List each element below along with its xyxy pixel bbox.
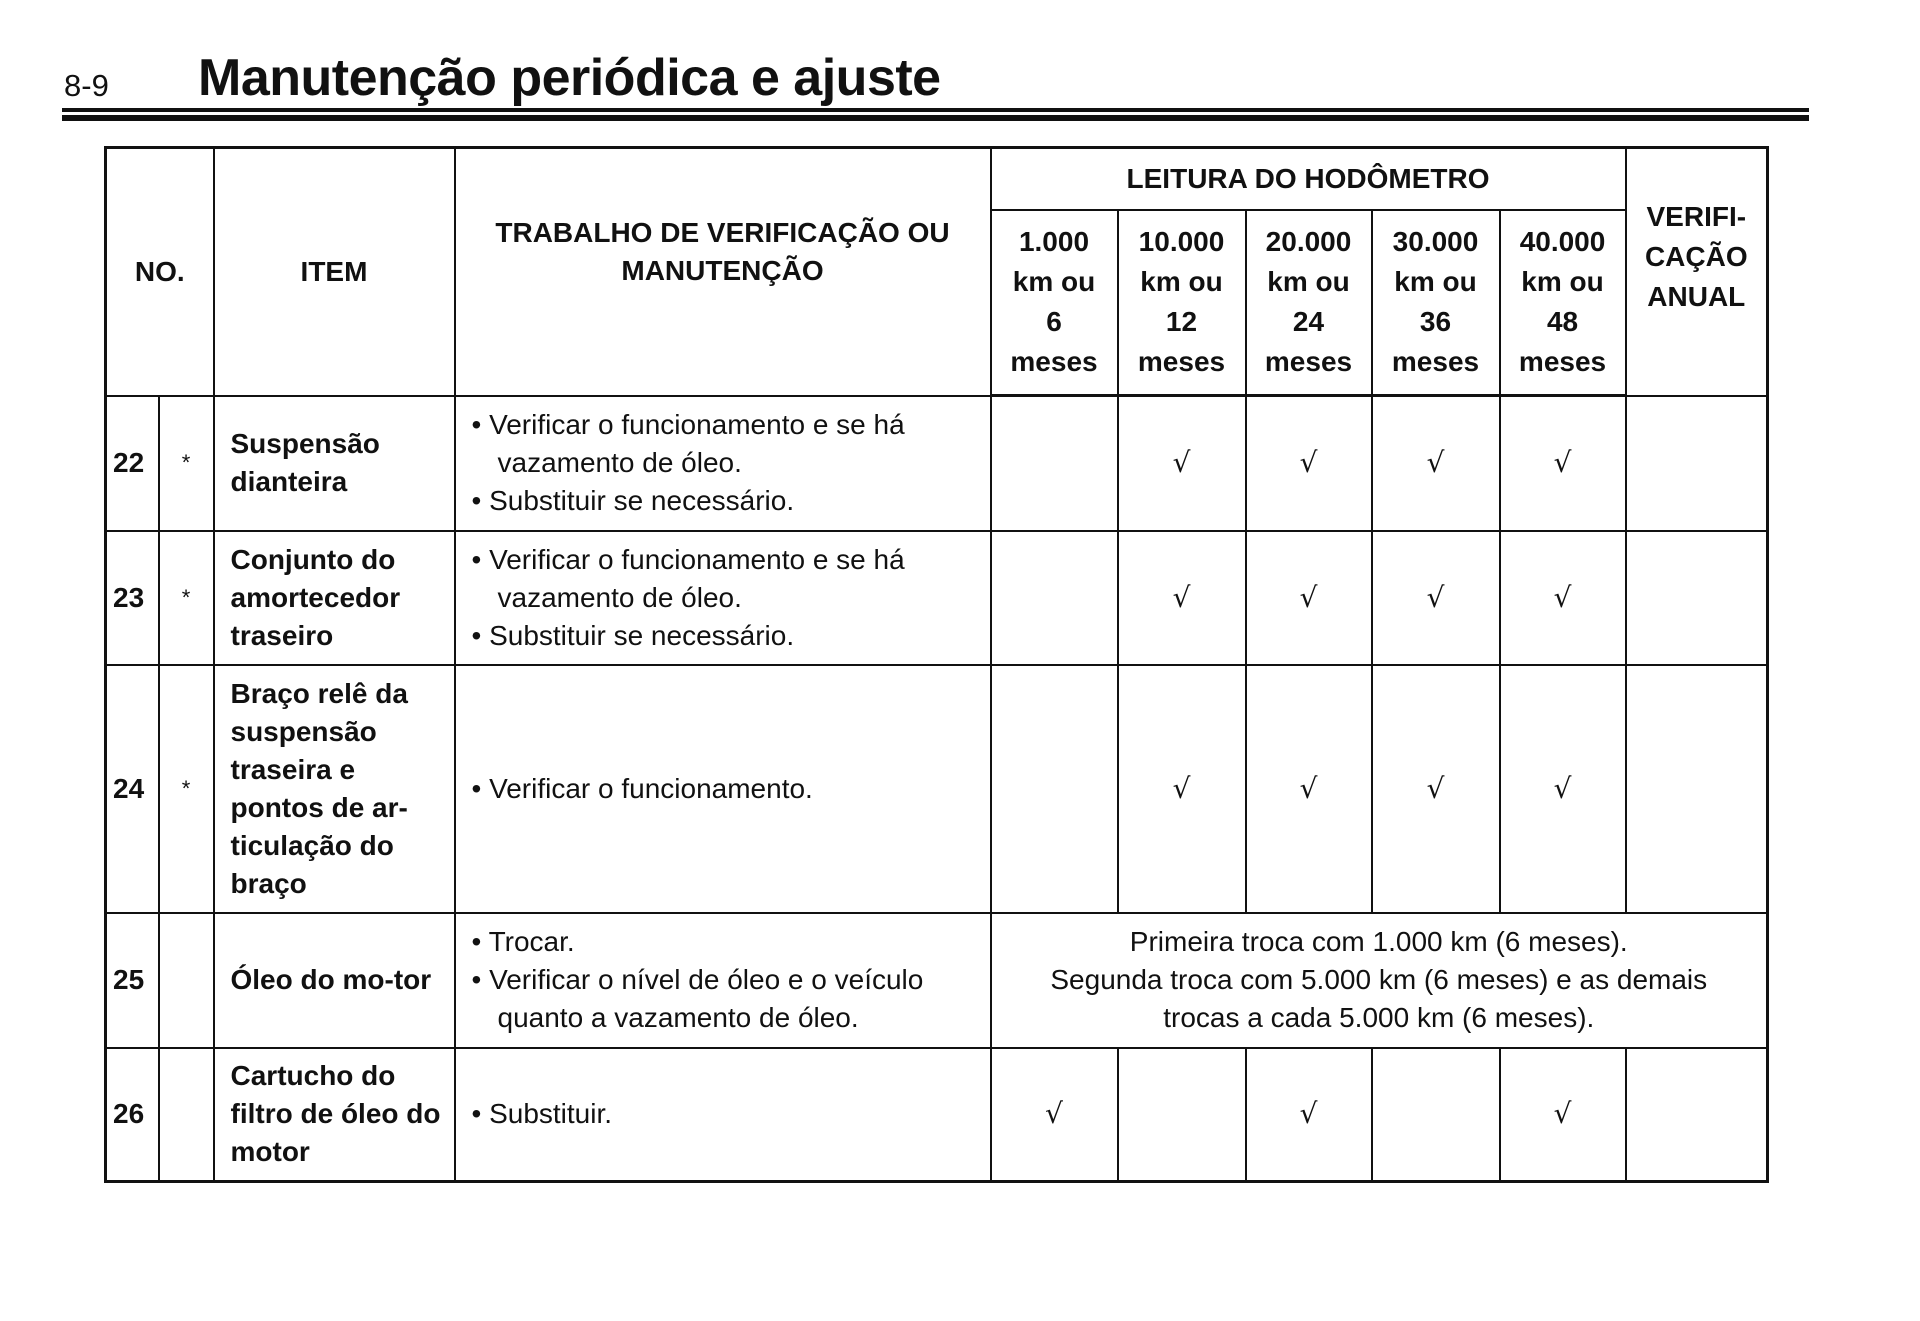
- row-work: • Verificar o funcionamento e se há vaza…: [453, 394, 992, 532]
- work-line: • Verificar o funcionamento e se há vaza…: [471, 543, 905, 613]
- title-rule-thin: [62, 108, 1809, 112]
- interval-km: 1.000: [1018, 226, 1090, 258]
- check-mark: √: [1370, 394, 1501, 532]
- check-mark: √: [1116, 394, 1247, 532]
- check-mark: √: [1116, 529, 1247, 666]
- interval-ou: km ou: [1394, 266, 1477, 298]
- note-line: Primeira troca com 1.000 km (6 meses).: [1129, 926, 1628, 957]
- table-row: 23 * Conjunto do amortecedor traseiro • Ver…: [104, 529, 1769, 666]
- row-number: 24: [104, 663, 160, 914]
- annual-cell: [1624, 394, 1769, 532]
- table-row: 26 Cartucho do filtro de óleo do motor • S…: [104, 1046, 1769, 1183]
- row-star: *: [157, 663, 215, 914]
- interval-ou: km ou: [1012, 266, 1096, 298]
- work-line: • Substituir se necessário.: [471, 485, 795, 516]
- check-mark: √: [1370, 529, 1501, 666]
- row-work: • Substituir.: [453, 1046, 992, 1183]
- row-note: Primeira troca com 1.000 km (6 meses). Se…: [989, 911, 1769, 1049]
- row-work: • Verificar o funcionamento e se há vaza…: [453, 529, 992, 666]
- maintenance-table: NO. ITEM TRABALHO DE VERIFICAÇÃO OU MANU…: [104, 146, 1770, 1183]
- annual-cell: [1624, 1046, 1769, 1183]
- work-line: • Verificar o funcionamento e se há vaza…: [471, 409, 905, 478]
- row-item: Cartucho do filtro de óleo do motor: [212, 1046, 456, 1183]
- header-annual: VERIFI- CAÇÃO ANUAL: [1624, 146, 1769, 397]
- check-mark: √: [989, 1046, 1119, 1183]
- header-work: TRABALHO DE VERIFICAÇÃO OU MANUTENÇÃO: [453, 146, 992, 397]
- interval-unit: meses: [1010, 346, 1098, 378]
- header-interval: 20.000 km ou 24 meses: [1244, 208, 1373, 397]
- page-title: Manutenção periódica e ajuste: [198, 49, 941, 107]
- note-line: Segunda troca com 5.000 km (6 meses) e a…: [1050, 964, 1708, 1033]
- interval-unit: meses: [1518, 346, 1607, 378]
- table-row: 25 Óleo do mo-tor • Trocar. • Verificar o n…: [104, 911, 1769, 1049]
- header-interval: 10.000 km ou 12 meses: [1116, 208, 1247, 397]
- interval-ou: km ou: [1267, 266, 1350, 298]
- work-line: • Trocar.: [471, 926, 575, 957]
- interval-unit: meses: [1264, 346, 1353, 378]
- row-item: Suspensão dianteira: [212, 394, 456, 532]
- empty-cell: [989, 529, 1119, 666]
- interval-n: 36: [1419, 306, 1452, 338]
- empty-cell: [989, 663, 1119, 914]
- row-star: *: [157, 394, 215, 532]
- header-odometer: LEITURA DO HODÔMETRO: [989, 146, 1627, 211]
- row-item: Óleo do mo-tor: [212, 911, 456, 1049]
- interval-km: 10.000: [1138, 226, 1225, 258]
- title-rule-thick: [62, 115, 1809, 121]
- row-item: Conjunto do amortecedor traseiro: [212, 529, 456, 666]
- interval-km: 20.000: [1265, 226, 1352, 258]
- interval-unit: meses: [1391, 346, 1480, 378]
- work-line: • Substituir se necessário.: [471, 619, 795, 651]
- interval-km: 40.000: [1519, 226, 1606, 258]
- interval-n: 24: [1292, 306, 1325, 338]
- row-work: • Trocar. • Verificar o nível de óleo e o…: [453, 911, 992, 1049]
- header-interval: 30.000 km ou 36 meses: [1370, 208, 1501, 397]
- annual-cell: [1624, 529, 1769, 666]
- check-mark: √: [1498, 663, 1627, 914]
- work-line: • Verificar o nível de óleo e o veículo …: [471, 964, 924, 1033]
- check-mark: √: [1244, 663, 1373, 914]
- row-number: 26: [104, 1046, 160, 1183]
- header-item: ITEM: [212, 146, 456, 397]
- interval-unit: meses: [1137, 346, 1226, 378]
- work-line: • Substituir.: [471, 1098, 613, 1130]
- header-no: NO.: [104, 146, 215, 397]
- interval-n: 12: [1165, 306, 1198, 338]
- row-number: 25: [104, 911, 160, 1049]
- row-item: Braço relê da suspensão traseira e ponto…: [212, 663, 456, 914]
- row-star: [157, 1046, 215, 1183]
- check-mark: √: [1244, 529, 1373, 666]
- header-interval: 40.000 km ou 48 meses: [1498, 208, 1627, 397]
- interval-n: 6: [1046, 306, 1062, 338]
- check-mark: √: [1498, 529, 1627, 666]
- table-row: 22 * Suspensão dianteira • Verificar o func…: [104, 394, 1769, 532]
- row-star: [157, 911, 215, 1049]
- header-interval: 1.000 km ou 6 meses: [989, 208, 1119, 397]
- interval-ou: km ou: [1140, 266, 1223, 298]
- row-number: 23: [104, 529, 160, 666]
- empty-cell: [1370, 1046, 1501, 1183]
- check-mark: √: [1370, 663, 1501, 914]
- page-number: 8-9: [64, 68, 109, 103]
- row-work: • Verificar o funcionamento.: [453, 663, 992, 914]
- interval-ou: km ou: [1521, 266, 1604, 298]
- check-mark: √: [1244, 394, 1373, 532]
- interval-n: 48: [1546, 306, 1579, 338]
- table-row: 24 * Braço relê da suspensão traseira e po…: [104, 663, 1769, 914]
- check-mark: √: [1244, 1046, 1373, 1183]
- empty-cell: [1116, 1046, 1247, 1183]
- row-star: *: [157, 529, 215, 666]
- annual-cell: [1624, 663, 1769, 914]
- row-number: 22: [104, 394, 160, 532]
- check-mark: √: [1498, 1046, 1627, 1183]
- work-line: • Verificar o funcionamento.: [471, 772, 813, 804]
- interval-km: 30.000: [1392, 226, 1479, 258]
- empty-cell: [989, 394, 1119, 532]
- check-mark: √: [1116, 663, 1247, 914]
- check-mark: √: [1498, 394, 1627, 532]
